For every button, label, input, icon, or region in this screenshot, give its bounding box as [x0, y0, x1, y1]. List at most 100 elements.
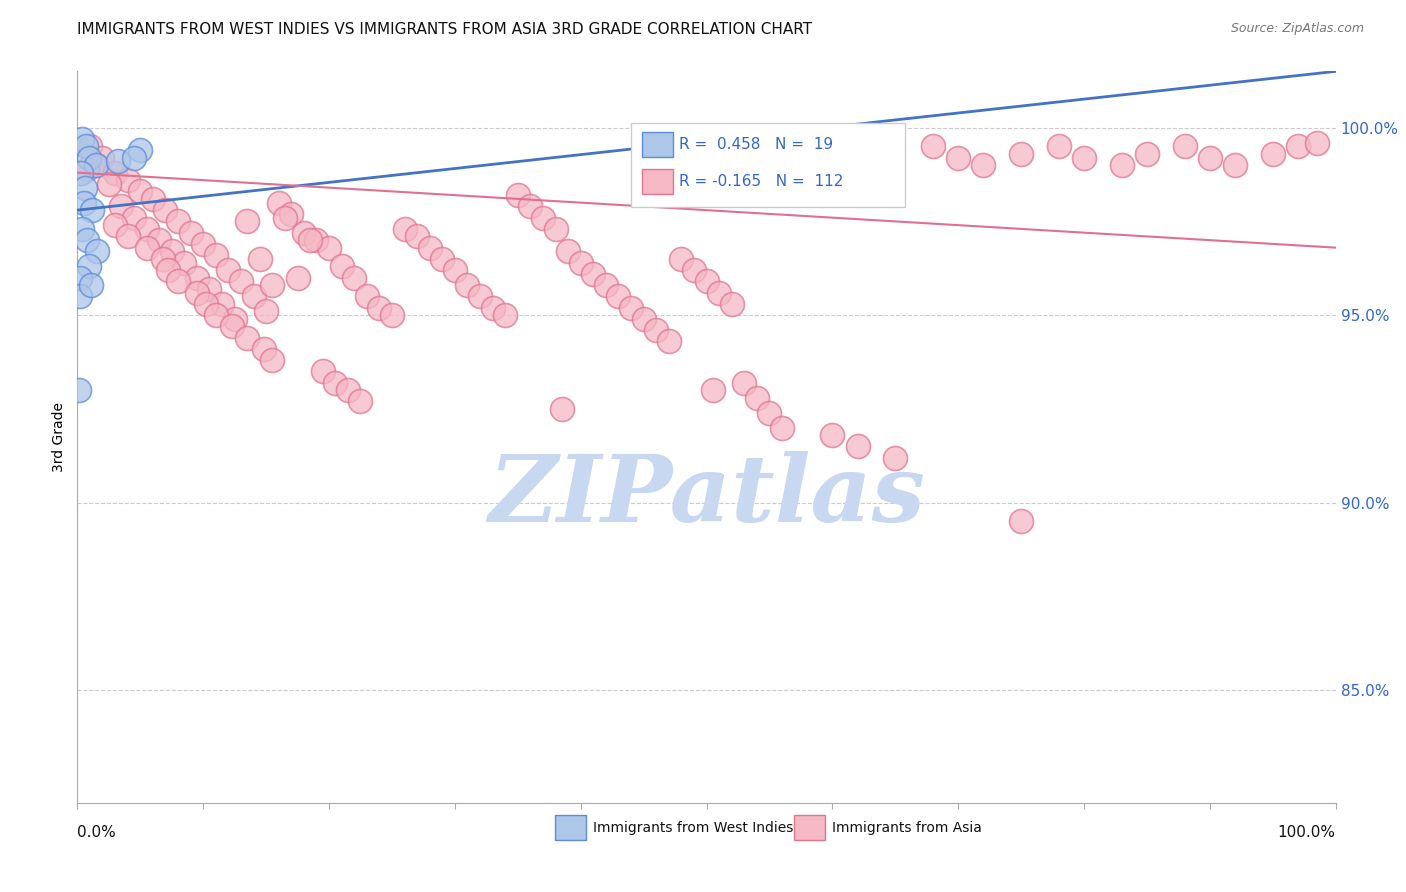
Point: [122, 211, 145, 225]
Point: [1199, 151, 1222, 165]
Point: [368, 301, 391, 315]
Point: [152, 252, 174, 266]
Point: [110, 199, 132, 213]
Point: [948, 151, 970, 165]
Point: [79, 139, 101, 153]
Point: [117, 173, 139, 187]
Point: [506, 188, 529, 202]
Point: [519, 199, 541, 213]
Point: [582, 267, 605, 281]
Point: [620, 301, 643, 315]
Point: [217, 263, 239, 277]
Text: IMMIGRANTS FROM WEST INDIES VS IMMIGRANTS FROM ASIA 3RD GRADE CORRELATION CHART: IMMIGRANTS FROM WEST INDIES VS IMMIGRANT…: [77, 22, 813, 37]
Text: ZIPatlas: ZIPatlas: [488, 450, 925, 541]
Point: [198, 282, 221, 296]
Point: [444, 263, 467, 277]
Text: R = -0.165   N =  112: R = -0.165 N = 112: [679, 174, 844, 189]
Point: [77, 260, 100, 274]
Point: [262, 353, 284, 368]
Point: [702, 383, 724, 397]
Point: [494, 308, 516, 322]
Point: [104, 218, 127, 232]
Point: [381, 308, 404, 322]
Point: [745, 391, 768, 405]
Point: [922, 139, 945, 153]
Point: [683, 263, 706, 277]
Point: [186, 270, 208, 285]
Point: [173, 255, 195, 269]
Text: 0.0%: 0.0%: [77, 825, 117, 840]
Point: [292, 226, 315, 240]
Point: [312, 364, 335, 378]
Point: [821, 428, 844, 442]
Point: [72, 132, 94, 146]
Point: [696, 274, 718, 288]
Point: [211, 297, 233, 311]
Point: [531, 211, 554, 225]
Point: [1010, 515, 1032, 529]
Point: [204, 308, 226, 322]
Point: [770, 420, 793, 434]
Point: [73, 180, 96, 194]
Point: [349, 394, 371, 409]
Text: Source: ZipAtlas.com: Source: ZipAtlas.com: [1230, 22, 1364, 36]
Point: [254, 304, 277, 318]
Point: [1010, 147, 1032, 161]
Point: [69, 289, 91, 303]
Point: [419, 241, 441, 255]
Point: [1261, 147, 1284, 161]
Point: [72, 222, 94, 236]
Point: [91, 151, 114, 165]
Y-axis label: 3rd Grade: 3rd Grade: [52, 402, 66, 472]
Point: [221, 319, 243, 334]
Point: [1286, 139, 1309, 153]
Point: [972, 158, 994, 172]
Point: [104, 166, 127, 180]
Point: [846, 440, 869, 454]
Point: [318, 241, 340, 255]
Point: [249, 252, 271, 266]
Point: [129, 185, 152, 199]
Point: [394, 222, 416, 236]
Point: [156, 263, 179, 277]
Point: [76, 161, 98, 176]
Point: [671, 252, 693, 266]
Point: [148, 233, 170, 247]
Point: [456, 278, 478, 293]
Point: [75, 139, 97, 153]
Point: [142, 192, 165, 206]
Point: [595, 278, 617, 293]
Point: [733, 376, 755, 390]
Point: [80, 278, 103, 293]
Point: [274, 211, 297, 225]
Point: [1223, 158, 1246, 172]
Point: [1073, 151, 1095, 165]
Point: [135, 222, 157, 236]
Point: [236, 331, 259, 345]
Text: Immigrants from West Indies: Immigrants from West Indies: [593, 821, 794, 835]
Point: [481, 301, 503, 315]
Point: [551, 401, 574, 416]
Point: [1111, 158, 1133, 172]
Point: [406, 229, 429, 244]
Point: [84, 158, 107, 172]
Point: [67, 383, 90, 397]
Point: [720, 297, 742, 311]
Point: [97, 177, 120, 191]
Point: [155, 203, 177, 218]
Point: [1306, 136, 1329, 150]
Point: [69, 270, 91, 285]
Point: [557, 244, 579, 259]
Point: [224, 312, 246, 326]
Point: [229, 274, 252, 288]
Point: [252, 342, 274, 356]
Point: [167, 274, 190, 288]
Point: [432, 252, 454, 266]
Text: Immigrants from Asia: Immigrants from Asia: [832, 821, 983, 835]
Point: [330, 260, 353, 274]
Point: [280, 207, 302, 221]
Point: [1174, 139, 1197, 153]
Point: [267, 195, 290, 210]
Point: [82, 203, 104, 218]
Point: [884, 450, 907, 465]
